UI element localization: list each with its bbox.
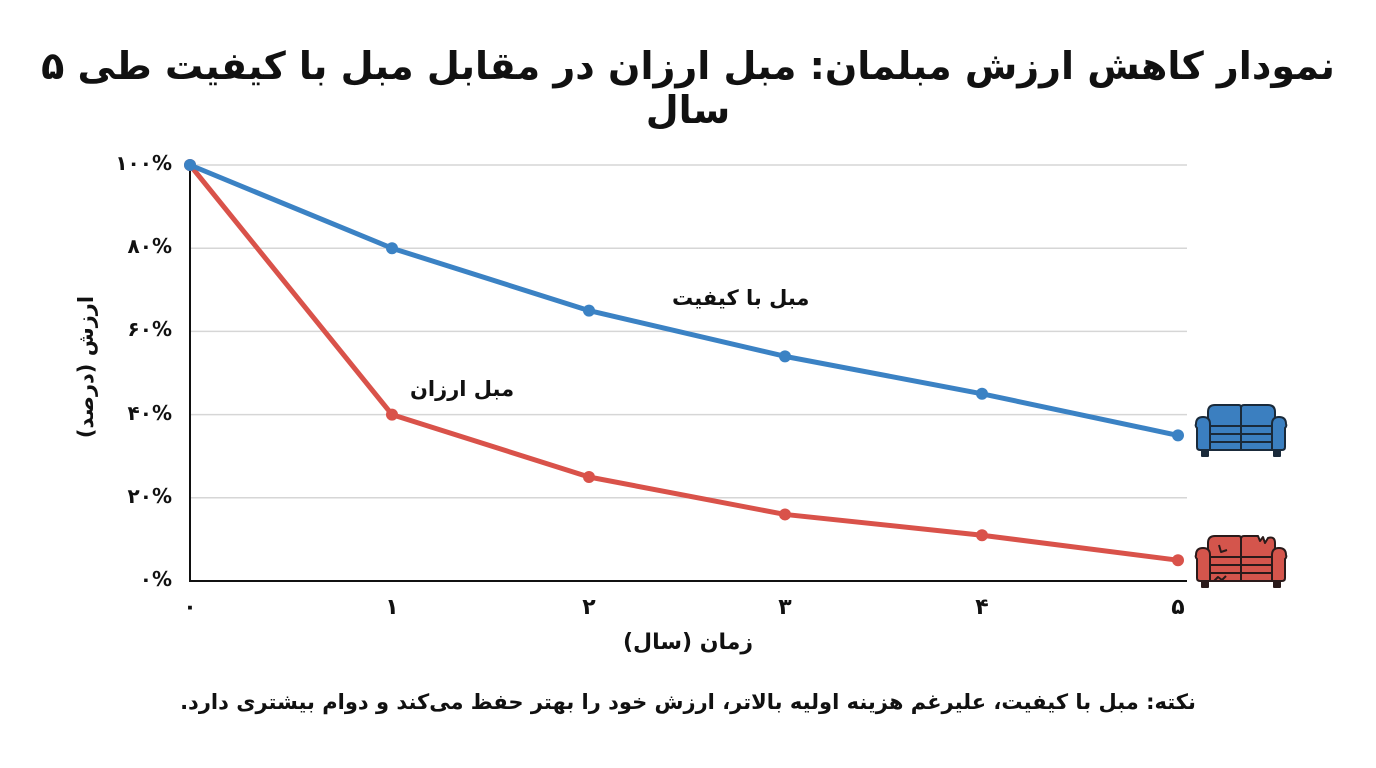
data-point bbox=[583, 304, 595, 317]
data-point bbox=[976, 387, 988, 400]
chart-title: نمودار کاهش ارزش مبلمان: مبل ارزان در مق… bbox=[41, 44, 1335, 132]
x-tick-label: ۲ bbox=[582, 595, 596, 620]
y-tick-label: ۶۰% bbox=[127, 317, 172, 342]
data-point bbox=[184, 159, 196, 171]
data-point bbox=[386, 408, 398, 421]
x-tick-label: ۰ bbox=[183, 595, 197, 620]
x-tick-label: ۴ bbox=[975, 595, 989, 620]
y-tick-label: ۰% bbox=[139, 567, 172, 591]
x-tick-label: ۱ bbox=[385, 595, 399, 620]
data-point bbox=[779, 350, 791, 363]
series-line bbox=[188, 163, 1179, 563]
series-label-quality: مبل با کیفیت bbox=[672, 286, 810, 310]
y-tick-label: ۱۰۰% bbox=[115, 151, 172, 175]
data-point bbox=[1172, 429, 1184, 442]
data-point bbox=[976, 529, 988, 542]
data-point bbox=[386, 242, 398, 255]
y-tick-label: ۸۰% bbox=[127, 234, 172, 259]
sofa-icon-blue bbox=[1194, 404, 1288, 457]
series-line bbox=[189, 162, 1179, 438]
x-axis-label: زمان (سال) bbox=[622, 630, 754, 655]
x-tick-label: ۳ bbox=[778, 595, 792, 620]
data-point bbox=[779, 508, 791, 521]
footnote: نکته: مبل با کیفیت، علیرغم هزینه اولیه ب… bbox=[180, 690, 1196, 714]
data-point bbox=[1172, 554, 1184, 567]
y-tick-label: ۴۰% bbox=[127, 400, 172, 425]
y-axis-label: ارزش (درصد) bbox=[74, 295, 98, 439]
data-point bbox=[583, 471, 595, 483]
y-tick-label: ۲۰% bbox=[127, 483, 172, 508]
series-label-cheap: مبل ارزان bbox=[410, 377, 515, 401]
x-tick-label: ۵ bbox=[1171, 595, 1185, 620]
series-lines bbox=[184, 159, 1184, 567]
damaged-sofa-icon-red bbox=[1194, 535, 1288, 588]
